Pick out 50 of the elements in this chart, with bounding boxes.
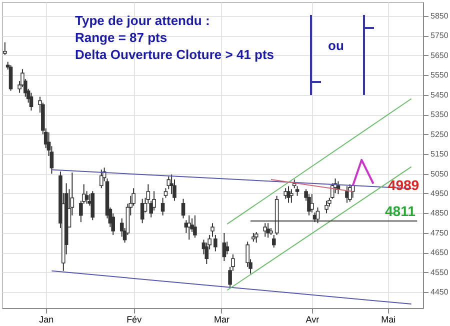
y-tick-label: 5450: [430, 90, 449, 100]
candlestick: [90, 190, 95, 221]
candlestick: [348, 184, 352, 202]
candlestick: [310, 194, 314, 213]
y-tick-label: 5050: [430, 169, 449, 178]
y-tick-label: 4950: [430, 188, 449, 198]
y-tick-label: 4750: [430, 228, 449, 238]
y-tick-label: 5350: [430, 110, 449, 120]
y-tick-label: 4550: [430, 268, 449, 277]
y-tick-label: 5850: [430, 11, 449, 20]
candlestick: [214, 234, 218, 252]
x-tick-label: Avr: [306, 314, 320, 324]
candlestick: [172, 178, 176, 202]
y-tick-label: 5650: [430, 50, 449, 60]
candlestick: [181, 198, 186, 219]
candlestick: [164, 188, 168, 198]
y-tick-label: 5550: [430, 70, 449, 80]
candlestick: [225, 241, 230, 255]
annotation: 4811: [384, 202, 416, 219]
y-tick-label: 4650: [430, 248, 449, 258]
candlestick: [193, 214, 197, 238]
annotation: Delta Ouverture Cloture > 41 pts: [75, 46, 274, 63]
candlestick: [84, 190, 89, 204]
candlestick: [160, 197, 165, 216]
y-tick-label: 5150: [430, 150, 449, 159]
candlestick: [295, 186, 300, 196]
candlestick: [324, 200, 328, 214]
candlestick: [166, 176, 171, 190]
candlestick: [210, 222, 214, 238]
candlestick: [8, 64, 13, 92]
candlestick: [272, 234, 276, 248]
x-tick-label: Jan: [39, 314, 54, 324]
candlestick: [286, 186, 290, 204]
candlestick: [290, 188, 294, 204]
y-tick-label: 4450: [430, 288, 449, 297]
candlestick: [100, 169, 104, 189]
annotation: Range = 87 pts: [75, 29, 168, 46]
y-tick-label: 5250: [430, 130, 449, 139]
x-tick-label: Mar: [214, 314, 230, 324]
x-tick-label: Fév: [126, 314, 142, 324]
annotation: Type de jour attendu :: [75, 12, 211, 29]
y-tick-label: 5750: [430, 31, 449, 40]
annotation: ou: [328, 38, 344, 53]
y-tick-label: 4850: [430, 208, 449, 218]
candlestick: [29, 92, 34, 112]
candlestick: [330, 182, 334, 200]
candlestick: [254, 231, 258, 244]
candlestick: [187, 214, 192, 240]
x-tick-label: Mai: [381, 314, 396, 324]
candlestick: [3, 42, 7, 56]
